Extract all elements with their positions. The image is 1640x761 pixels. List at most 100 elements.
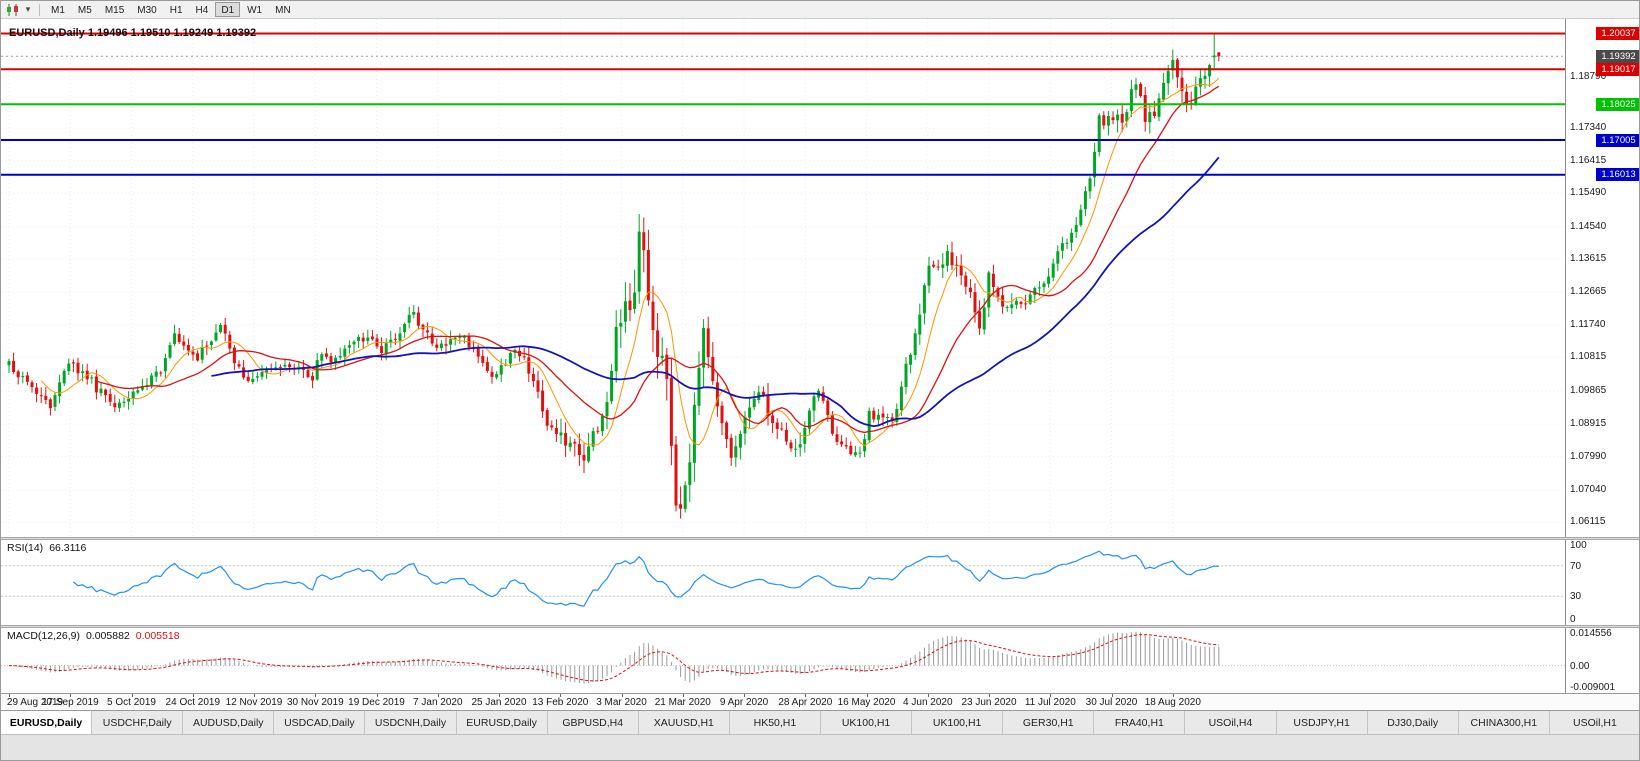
rsi-axis-label: 100 bbox=[1570, 540, 1587, 551]
date-axis-label: 28 Apr 2020 bbox=[778, 697, 833, 708]
price-axis-label: 1.11740 bbox=[1570, 318, 1606, 330]
time-axis-tick bbox=[376, 694, 378, 697]
macd-axis: 0.014556 0.00 -0.009001 bbox=[1565, 628, 1639, 693]
macd-label: MACD(12,26,9) 0.005882 0.005518 bbox=[7, 630, 180, 642]
macd-signal-value: 0.005518 bbox=[135, 630, 180, 642]
chart-tab-gbpusd-h4[interactable]: GBPUSD,H4 bbox=[548, 711, 639, 734]
price-axis-label: 1.12665 bbox=[1570, 286, 1607, 298]
time-axis-tick bbox=[621, 694, 623, 697]
price-axis[interactable]: 1.18790 1.17340 1.16415 1.15490 1.14540 1.136… bbox=[1565, 19, 1639, 537]
chart-tab-hk50-h1[interactable]: HK50,H1 bbox=[730, 711, 821, 734]
time-axis-tick bbox=[315, 694, 317, 697]
panel-splitter[interactable] bbox=[1, 625, 1639, 628]
time-axis-tick bbox=[254, 694, 255, 697]
date-axis-label: 25 Jan 2020 bbox=[471, 697, 527, 708]
chart-tab-uk100-h1[interactable]: UK100,H1 bbox=[912, 711, 1004, 734]
timeframe-button-m15[interactable]: M15 bbox=[104, 5, 125, 16]
time-axis-tick bbox=[1050, 694, 1052, 697]
price-line-tag: 1.19017 bbox=[1596, 62, 1639, 76]
price-axis-label: 1.14540 bbox=[1570, 220, 1607, 232]
price-line-tag: 1.16013 bbox=[1596, 168, 1639, 182]
candlestick-chart-icon[interactable] bbox=[4, 2, 22, 17]
timeframe-button-h4[interactable]: H4 bbox=[195, 5, 209, 16]
rsi-axis-label: 70 bbox=[1570, 560, 1582, 572]
date-axis-label: 30 Jul 2020 bbox=[1085, 697, 1138, 708]
chart-tab-eurusd-daily[interactable]: EURUSD,Daily bbox=[457, 711, 548, 734]
macd-name: MACD(12,26,9) bbox=[7, 630, 80, 642]
macd-canvas[interactable] bbox=[1, 628, 1565, 693]
macd-axis-label: -0.009001 bbox=[1570, 682, 1616, 693]
chart-tab-fra40-h1[interactable]: FRA40,H1 bbox=[1094, 711, 1186, 734]
date-axis-label: 3 Mar 2020 bbox=[596, 697, 647, 708]
time-axis-tick bbox=[805, 694, 807, 697]
price-chart-panel[interactable]: EURUSD,Daily 1.19496 1.19510 1.19249 1.1… bbox=[1, 19, 1639, 537]
timeframe-button-mn[interactable]: MN bbox=[275, 5, 291, 16]
chart-tab-usdjpy-h1[interactable]: USDJPY,H1 bbox=[1277, 711, 1368, 734]
rsi-label: RSI(14) 66.3116 bbox=[7, 542, 86, 554]
price-axis-label: 1.17340 bbox=[1570, 122, 1607, 134]
date-axis-label: 29 Aug 2019 bbox=[6, 697, 64, 708]
chart-tab-uk100-h1[interactable]: UK100,H1 bbox=[821, 711, 913, 734]
date-axis-label: 17 Sep 2019 bbox=[41, 697, 99, 708]
price-axis-label: 1.13615 bbox=[1570, 253, 1607, 264]
time-axis-tick bbox=[192, 694, 194, 697]
rsi-canvas[interactable] bbox=[1, 540, 1565, 625]
price-line-tag: 1.17005 bbox=[1596, 133, 1639, 147]
time-axis-tick bbox=[499, 694, 500, 697]
timeframe-button-m1[interactable]: M1 bbox=[51, 5, 65, 16]
chart-tab-usdcad-daily[interactable]: USDCAD,Daily bbox=[274, 711, 366, 734]
timeframe-button-d1[interactable]: D1 bbox=[215, 2, 241, 17]
chart-tab-china300-h1[interactable]: CHINA300,H1 bbox=[1459, 711, 1550, 734]
chart-tab-ger30-h1[interactable]: GER30,H1 bbox=[1003, 711, 1095, 734]
date-axis-label: 4 Jun 2020 bbox=[903, 697, 953, 708]
chart-tab-bar: EURUSD,Daily USDCHF,Daily AUDUSD,Daily USDC… bbox=[1, 710, 1639, 734]
macd-axis-label: 0.014556 bbox=[1570, 628, 1612, 639]
macd-axis-label: 0.00 bbox=[1570, 660, 1590, 672]
price-axis-label: 1.18790 bbox=[1570, 71, 1607, 83]
date-axis-label: 12 Nov 2019 bbox=[225, 697, 283, 708]
time-axis-tick bbox=[682, 694, 684, 697]
rsi-value: 66.3116 bbox=[49, 542, 87, 554]
date-axis-label: 13 Feb 2020 bbox=[532, 697, 589, 708]
time-axis-tick bbox=[866, 694, 868, 697]
date-axis-label: 19 Dec 2019 bbox=[348, 697, 405, 708]
date-axis-label: 9 Apr 2020 bbox=[719, 697, 769, 708]
panel-splitter[interactable] bbox=[1, 537, 1639, 540]
time-axis-tick bbox=[1111, 694, 1113, 697]
price-axis-label: 1.16415 bbox=[1570, 154, 1607, 166]
chart-tab-usdcnh-daily[interactable]: USDCNH,Daily bbox=[365, 711, 457, 734]
chart-tab-audusd-daily[interactable]: AUDUSD,Daily bbox=[183, 711, 275, 734]
timeframe-button-m5[interactable]: M5 bbox=[77, 5, 92, 16]
main-toolbar: ▾ M1 M5 M15 M30 H1 H4 D1 W1 MN bbox=[1, 1, 1639, 19]
macd-indicator-panel[interactable]: MACD(12,26,9) 0.005882 0.005518 0.014556 0.… bbox=[1, 628, 1639, 693]
timeframe-button-h1[interactable]: H1 bbox=[169, 5, 183, 16]
chart-tab-xauusd-h1[interactable]: XAUUSD,H1 bbox=[639, 711, 730, 734]
price-chart-canvas[interactable] bbox=[1, 19, 1565, 537]
chart-tab-usoil-h4[interactable]: USOil,H4 bbox=[1185, 711, 1277, 734]
price-axis-label: 1.15490 bbox=[1570, 187, 1607, 199]
time-axis-tick bbox=[927, 694, 929, 697]
time-axis-tick bbox=[989, 694, 990, 697]
time-axis[interactable]: 29 Aug 2019 17 Sep 2019 5 Oct 2019 24 Oct 2… bbox=[1, 693, 1639, 710]
chart-tab-eurusd-daily[interactable]: EURUSD,Daily bbox=[1, 711, 93, 734]
chart-tab-usdchf-daily[interactable]: USDCHF,Daily bbox=[92, 711, 184, 734]
price-line-tag: 1.18025 bbox=[1596, 97, 1639, 111]
chart-tab-usoil-h1[interactable]: USOil,H1 bbox=[1550, 711, 1639, 734]
bottom-filler bbox=[1, 734, 1639, 760]
rsi-axis-label: 0 bbox=[1570, 614, 1576, 625]
rsi-axis-label: 30 bbox=[1570, 591, 1582, 603]
timeframe-button-group: M1 M5 M15 M30 H1 H4 D1 W1 MN bbox=[45, 2, 298, 17]
timeframe-button-m30[interactable]: M30 bbox=[137, 5, 157, 16]
rsi-indicator-panel[interactable]: RSI(14) 66.3116 100 70 30 0 bbox=[1, 540, 1639, 625]
current-price-tag: 1.19392 bbox=[1596, 49, 1639, 63]
price-axis-label: 1.08915 bbox=[1570, 418, 1607, 430]
timeframe-button-w1[interactable]: W1 bbox=[247, 5, 263, 16]
time-axis-tick bbox=[131, 694, 133, 697]
time-axis-tick bbox=[1172, 694, 1174, 697]
rsi-name: RSI(14) bbox=[7, 542, 44, 554]
chart-dropdown-caret-icon[interactable]: ▾ bbox=[25, 4, 31, 14]
chart-tab-dj30-daily[interactable]: DJ30,Daily bbox=[1368, 711, 1459, 734]
price-axis-label: 1.09865 bbox=[1570, 384, 1607, 396]
date-axis-label: 18 Aug 2020 bbox=[1144, 697, 1201, 708]
